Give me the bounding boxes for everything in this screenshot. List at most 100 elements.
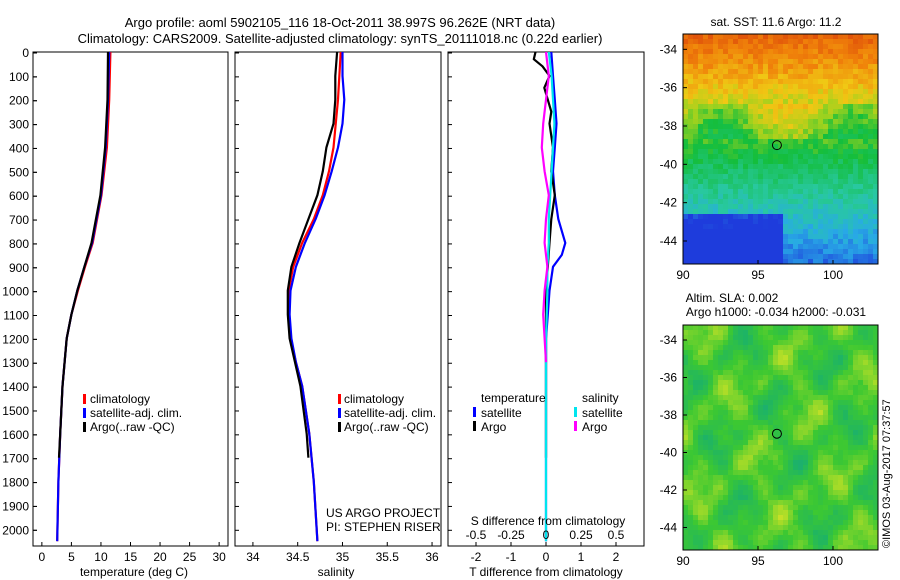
map-cell xyxy=(863,430,869,436)
map-cell xyxy=(743,84,749,90)
map-cell xyxy=(718,124,724,130)
map-cell xyxy=(848,184,854,190)
map-cell xyxy=(748,515,754,521)
map-cell xyxy=(813,450,819,456)
map-cell xyxy=(728,119,734,125)
map-cell xyxy=(823,109,829,115)
map-cell xyxy=(803,69,809,75)
map-cell xyxy=(703,480,709,486)
map-cell xyxy=(733,395,739,401)
map-cell xyxy=(713,199,719,205)
map-cell xyxy=(753,164,759,170)
map-cell xyxy=(853,144,859,150)
map-cell xyxy=(783,525,789,531)
map-cell xyxy=(723,154,729,160)
map-cell xyxy=(738,74,744,80)
map-cell xyxy=(868,420,874,426)
map-cell xyxy=(853,330,859,336)
map-cell xyxy=(778,535,784,541)
map-cell xyxy=(798,194,804,200)
map-cell xyxy=(753,104,759,110)
map-cell xyxy=(788,204,794,210)
map-cell xyxy=(768,365,774,371)
map-cell xyxy=(713,149,719,155)
legend-label-satellite: satellite-adj. clim. xyxy=(90,406,182,420)
salinity-legend: climatology satellite-adj. clim. Argo(..… xyxy=(338,392,436,434)
map-cell xyxy=(843,395,849,401)
map-cell xyxy=(748,345,754,351)
map-cell xyxy=(863,34,869,40)
map-cell xyxy=(763,194,769,200)
map-cell xyxy=(868,495,874,501)
map-cell xyxy=(848,435,854,441)
map-cell xyxy=(863,104,869,110)
map-cell xyxy=(818,335,824,341)
map-cell xyxy=(713,59,719,65)
map-cell xyxy=(783,515,789,521)
map-cell xyxy=(743,244,749,250)
map-cell xyxy=(703,134,709,140)
x-tick-label: -1 xyxy=(506,550,517,564)
map-cell xyxy=(703,420,709,426)
map-cell xyxy=(723,174,729,180)
map-cell xyxy=(708,194,714,200)
map-cell xyxy=(753,184,759,190)
map-cell xyxy=(718,224,724,230)
map-cell xyxy=(708,510,714,516)
map-cell xyxy=(783,194,789,200)
map-cell xyxy=(733,510,739,516)
map-cell xyxy=(873,415,878,421)
map-cell xyxy=(713,360,719,366)
map-cell xyxy=(713,174,719,180)
map-cell xyxy=(843,214,849,220)
map-cell xyxy=(708,259,714,264)
map-cell xyxy=(758,485,764,491)
map-cell xyxy=(788,460,794,466)
map-cell xyxy=(703,535,709,541)
map-cell xyxy=(773,49,779,55)
map-cell xyxy=(698,530,704,536)
map-cell xyxy=(753,39,759,45)
map-cell xyxy=(833,340,839,346)
map-cell xyxy=(728,380,734,386)
map-cell xyxy=(768,515,774,521)
map-cell xyxy=(793,179,799,185)
map-cell xyxy=(748,49,754,55)
map-cell xyxy=(693,159,699,165)
map-cell xyxy=(748,450,754,456)
map-cell xyxy=(838,350,844,356)
map-cell xyxy=(788,209,794,215)
map-cell xyxy=(718,74,724,80)
map-cell xyxy=(783,510,789,516)
map-cell xyxy=(718,530,724,536)
map-cell xyxy=(778,390,784,396)
map-cell xyxy=(863,244,869,250)
map-cell xyxy=(798,129,804,135)
map-cell xyxy=(698,485,704,491)
map-cell xyxy=(803,49,809,55)
map-cell xyxy=(783,420,789,426)
map-cell xyxy=(833,535,839,541)
map-cell xyxy=(843,84,849,90)
map-cell xyxy=(818,535,824,541)
map-cell xyxy=(798,460,804,466)
map-cell xyxy=(738,410,744,416)
map-cell xyxy=(743,465,749,471)
map-cell xyxy=(723,405,729,411)
map-cell xyxy=(863,119,869,125)
map-cell xyxy=(778,375,784,381)
map-cell xyxy=(763,350,769,356)
map-cell xyxy=(823,365,829,371)
map-cell xyxy=(858,39,864,45)
map-cell xyxy=(758,335,764,341)
map-cell xyxy=(868,109,874,115)
map-cell xyxy=(828,259,834,264)
map-cell xyxy=(818,465,824,471)
map-cell xyxy=(683,79,689,85)
map-cell xyxy=(868,154,874,160)
map-cell xyxy=(728,124,734,130)
map-cell xyxy=(773,380,779,386)
map-cell xyxy=(763,79,769,85)
map-cell xyxy=(778,325,784,331)
map-cell xyxy=(753,44,759,50)
